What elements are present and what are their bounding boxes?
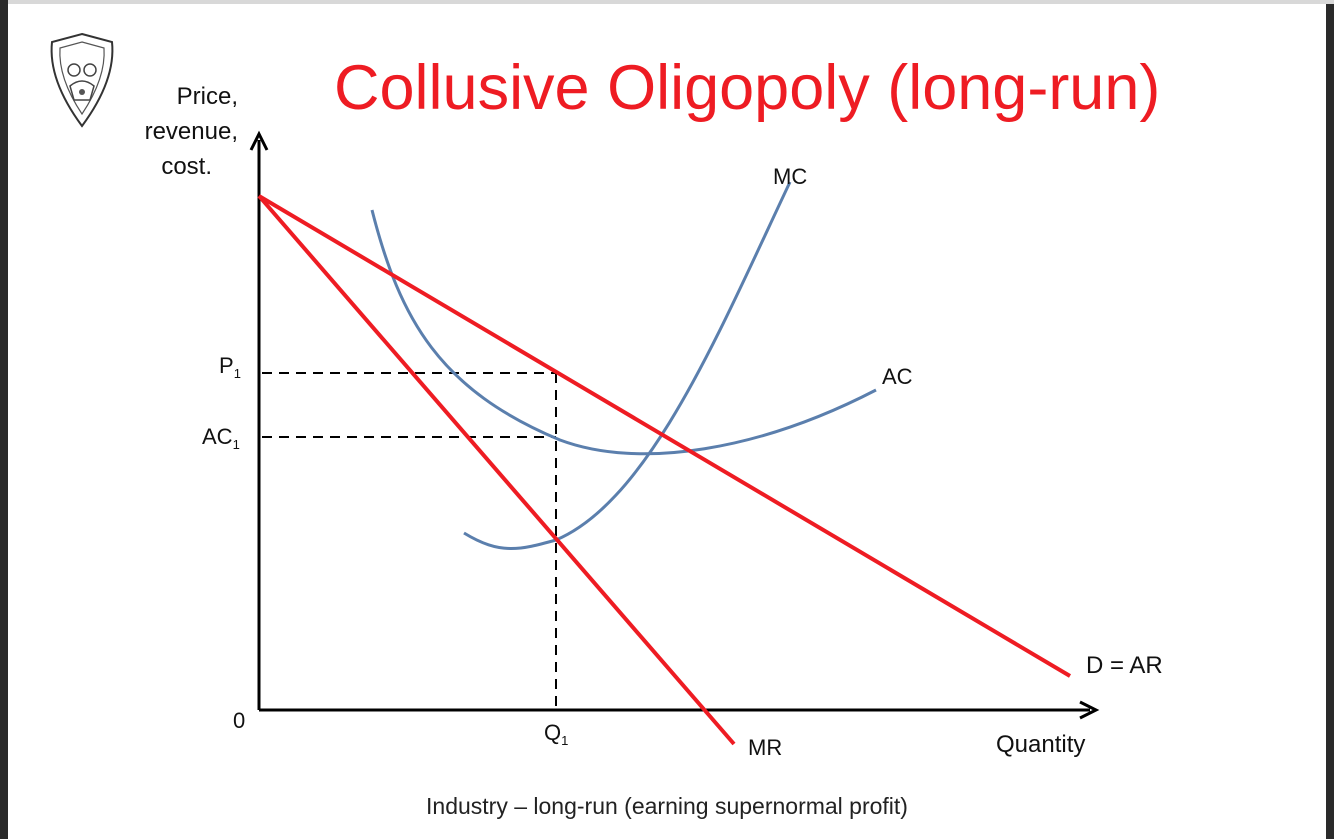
mc-label: MC (773, 164, 807, 189)
mc-curve (463, 181, 792, 550)
y-axis-label-line-3: cost. (161, 153, 212, 180)
ac-label: AC (882, 364, 913, 389)
p1-label: P1 (219, 353, 241, 381)
mr-label: MR (748, 735, 782, 760)
y-axis-label-line-1: Price, (177, 83, 238, 110)
demand-ar-label: D = AR (1086, 652, 1163, 679)
school-crest-icon (50, 32, 114, 128)
x-axis-arrow-icon (1079, 700, 1100, 720)
y-axis-label-line-2: revenue, (145, 118, 238, 145)
ac-curve (370, 209, 877, 456)
demand-ar-line (257, 194, 1072, 678)
q1-label: Q1 (544, 720, 568, 748)
ac1-label: AC1 (202, 424, 240, 452)
slide-title: Collusive Oligopoly (long-run) (334, 53, 1161, 123)
x-axis-label: Quantity (996, 731, 1085, 758)
slide-caption: Industry – long-run (earning supernormal… (426, 793, 908, 819)
mr-line (257, 194, 736, 746)
origin-label: 0 (233, 708, 245, 733)
top-border (8, 0, 1334, 4)
y-axis-arrow-icon (249, 130, 269, 151)
